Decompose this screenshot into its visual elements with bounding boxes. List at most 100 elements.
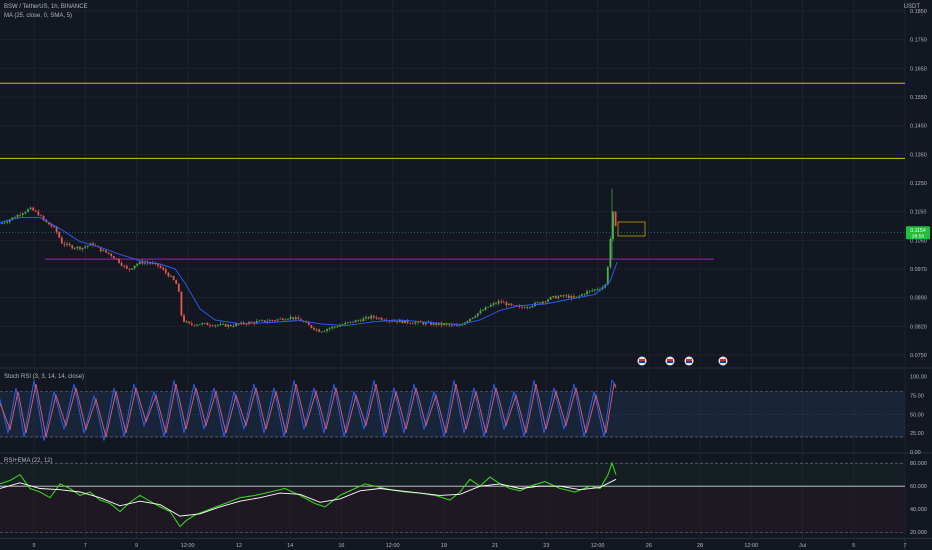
candle[interactable]: [245, 323, 248, 325]
rsi-ema-legend[interactable]: RSI+EMA (22, 12): [4, 458, 53, 464]
candle[interactable]: [240, 322, 243, 325]
candle[interactable]: [107, 252, 110, 254]
rsi-ema-panel[interactable]: [0, 461, 905, 533]
candle[interactable]: [606, 267, 609, 285]
candle[interactable]: [284, 319, 287, 321]
candle[interactable]: [331, 326, 334, 329]
price-scale[interactable]: 0.1850 0.1750 0.1650 0.1550 0.1450 0.1350 0.12…: [906, 9, 930, 536]
candle[interactable]: [479, 310, 482, 314]
candle[interactable]: [237, 323, 240, 325]
candle[interactable]: [170, 276, 172, 277]
candle[interactable]: [242, 322, 245, 324]
candle[interactable]: [71, 245, 74, 249]
candle[interactable]: [79, 246, 81, 250]
candle[interactable]: [372, 315, 375, 318]
candle[interactable]: [196, 324, 198, 326]
candle[interactable]: [222, 323, 224, 325]
candle[interactable]: [274, 320, 276, 322]
candle[interactable]: [557, 296, 560, 299]
candle[interactable]: [528, 307, 531, 308]
economic-event-icon[interactable]: [637, 356, 647, 366]
candle[interactable]: [305, 321, 308, 323]
candle[interactable]: [276, 319, 279, 321]
candle[interactable]: [578, 295, 581, 297]
candle[interactable]: [172, 276, 175, 280]
candle[interactable]: [513, 305, 516, 306]
candle[interactable]: [560, 295, 562, 297]
candle[interactable]: [586, 291, 588, 295]
candle[interactable]: [482, 310, 484, 311]
candle[interactable]: [489, 304, 492, 307]
candle[interactable]: [445, 323, 448, 325]
candle[interactable]: [391, 320, 393, 322]
candle[interactable]: [359, 320, 362, 322]
candle[interactable]: [110, 253, 113, 257]
candle[interactable]: [378, 317, 380, 319]
candle[interactable]: [261, 320, 263, 322]
candle[interactable]: [232, 326, 235, 327]
candle[interactable]: [523, 307, 526, 309]
candle[interactable]: [471, 317, 474, 319]
candle[interactable]: [253, 322, 256, 324]
candle[interactable]: [255, 321, 258, 324]
candle[interactable]: [375, 317, 378, 319]
candle[interactable]: [16, 214, 19, 218]
candle[interactable]: [125, 266, 128, 269]
candle[interactable]: [297, 317, 300, 320]
candle[interactable]: [476, 313, 479, 317]
candle[interactable]: [591, 290, 594, 292]
candle[interactable]: [73, 248, 76, 249]
candle[interactable]: [183, 315, 185, 322]
candle[interactable]: [346, 322, 349, 324]
candle[interactable]: [430, 322, 432, 325]
candle[interactable]: [159, 265, 162, 268]
candle[interactable]: [367, 317, 370, 319]
price-panel[interactable]: [0, 82, 905, 333]
candle[interactable]: [609, 238, 612, 268]
time-scale[interactable]: 5 7 9 12:00 12 14 16 12:00 19 21 23 12:00 26 28 12:00 J…: [32, 543, 906, 549]
candle[interactable]: [401, 320, 404, 324]
candle[interactable]: [352, 321, 354, 323]
candle[interactable]: [370, 315, 373, 319]
candle[interactable]: [380, 317, 383, 320]
candle[interactable]: [500, 301, 503, 303]
candle[interactable]: [149, 262, 152, 264]
candle[interactable]: [92, 243, 94, 246]
rectangle-drawing[interactable]: [617, 221, 646, 237]
candle[interactable]: [99, 247, 102, 252]
candle[interactable]: [19, 214, 22, 216]
candle[interactable]: [136, 263, 139, 266]
candle[interactable]: [448, 324, 451, 326]
candle[interactable]: [411, 323, 414, 325]
candle[interactable]: [24, 211, 27, 214]
candle[interactable]: [294, 317, 297, 320]
candle[interactable]: [497, 301, 500, 304]
candle[interactable]: [539, 302, 542, 304]
candle[interactable]: [487, 306, 490, 308]
candle[interactable]: [362, 318, 365, 322]
candle[interactable]: [180, 291, 183, 316]
candle[interactable]: [279, 318, 282, 320]
candle[interactable]: [177, 283, 180, 292]
candle[interactable]: [544, 301, 547, 303]
candle[interactable]: [216, 324, 219, 326]
candle[interactable]: [157, 263, 159, 266]
candle[interactable]: [440, 323, 443, 326]
candle[interactable]: [396, 321, 399, 323]
candle[interactable]: [287, 318, 289, 320]
candle[interactable]: [573, 296, 575, 298]
candle[interactable]: [32, 207, 35, 211]
candle[interactable]: [27, 209, 29, 212]
candle[interactable]: [250, 322, 253, 323]
candle[interactable]: [458, 325, 461, 327]
candle[interactable]: [219, 323, 222, 325]
ma-legend[interactable]: MA (25, close, 0, SMA, 5): [4, 13, 73, 19]
candle[interactable]: [341, 324, 344, 326]
stoch-d-line[interactable]: [0, 382, 617, 438]
candle[interactable]: [63, 243, 66, 245]
candle[interactable]: [583, 294, 586, 295]
candle[interactable]: [188, 321, 191, 324]
candle[interactable]: [266, 321, 269, 323]
candle[interactable]: [201, 323, 204, 325]
candle[interactable]: [554, 296, 557, 299]
